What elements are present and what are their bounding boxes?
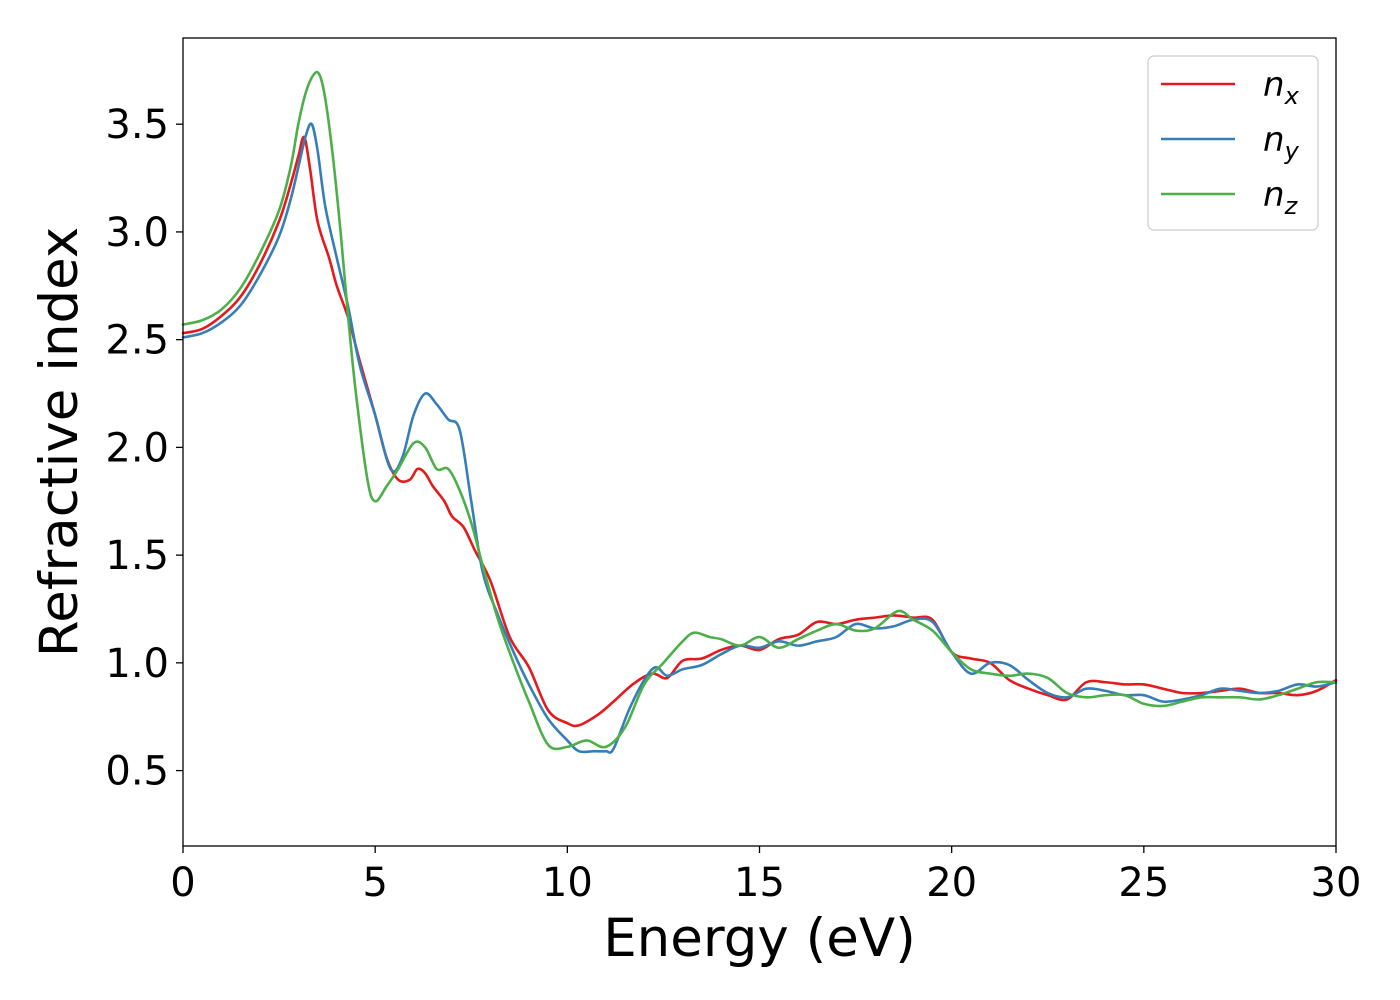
y-tick-label: 1.0	[105, 641, 169, 687]
x-axis-ticks: 0 5 10 15 20 25 30	[170, 846, 1361, 906]
y-axis-ticks: 0.5 1.0 1.5 2.0 2.5 3.0 3.5	[105, 102, 183, 795]
y-tick-label: 2.0	[105, 425, 169, 471]
legend-label-z: nz	[1263, 175, 1299, 220]
legend-label-y: ny	[1263, 120, 1300, 165]
x-tick-label: 0	[170, 860, 195, 906]
x-tick-label: 25	[1118, 860, 1169, 906]
series-line-y	[181, 122, 1338, 754]
x-tick-label: 30	[1311, 860, 1362, 906]
legend-label-x: nx	[1263, 65, 1300, 110]
y-tick-label: 3.5	[105, 102, 169, 148]
legend-box	[1147, 55, 1319, 231]
y-tick-label: 1.5	[105, 533, 169, 579]
series-line-z	[181, 70, 1338, 751]
x-axis-label: Energy (eV)	[603, 908, 916, 969]
x-tick-label: 5	[362, 860, 387, 906]
y-tick-label: 3.0	[105, 210, 169, 256]
series-lines	[181, 70, 1338, 754]
y-axis-label: Refractive index	[29, 227, 90, 657]
legend: nx ny nz	[1147, 55, 1319, 231]
x-tick-label: 20	[926, 860, 977, 906]
y-tick-label: 0.5	[105, 749, 169, 795]
x-tick-label: 10	[542, 860, 593, 906]
x-tick-label: 15	[734, 860, 785, 906]
y-tick-label: 2.5	[105, 318, 169, 364]
series-line-x	[181, 135, 1338, 728]
